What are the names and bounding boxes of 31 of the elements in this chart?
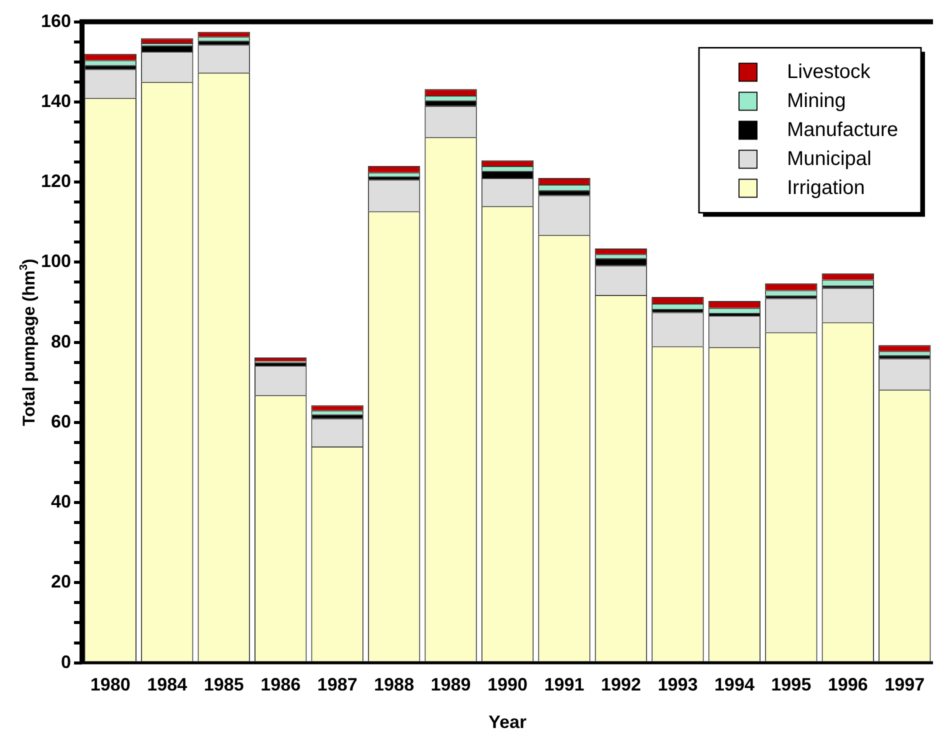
- y-axis-title: Total pumpage (hm3): [18, 258, 39, 426]
- y-tick-label: 160: [40, 10, 72, 31]
- x-tick-label: 1992: [600, 674, 641, 695]
- x-axis-title: Year: [488, 712, 527, 732]
- y-tick-label: 80: [51, 331, 72, 352]
- legend-label: Municipal: [787, 148, 872, 170]
- legend-label: Irrigation: [787, 176, 865, 199]
- x-tick-label: 1986: [260, 674, 301, 695]
- x-tick-label: 1994: [714, 674, 754, 695]
- x-tick-label: 1984: [147, 674, 188, 695]
- y-tick-label: 40: [51, 492, 72, 512]
- x-tick-label: 1980: [90, 674, 130, 695]
- y-tick-label: 120: [40, 171, 72, 192]
- y-tick-label: 60: [51, 411, 72, 432]
- legend-label: Manufacture: [787, 118, 898, 141]
- x-tick-label: 1997: [884, 674, 925, 695]
- x-tick-label: 1987: [317, 674, 358, 695]
- x-tick-label: 1988: [374, 674, 414, 695]
- legend-label: Livestock: [787, 60, 872, 83]
- y-tick-label: 140: [40, 90, 72, 111]
- y-tick-label: 20: [51, 572, 72, 592]
- y-tick-label: 100: [40, 251, 72, 272]
- y-tick-label: 0: [61, 652, 72, 672]
- x-tick-label: 1990: [487, 674, 528, 695]
- x-tick-label: 1996: [828, 674, 868, 695]
- x-tick-label: 1993: [658, 674, 698, 695]
- x-tick-label: 1985: [204, 674, 244, 695]
- legend-label: Mining: [787, 90, 846, 112]
- x-tick-label: 1991: [544, 674, 584, 695]
- x-tick-label: 1995: [771, 674, 812, 695]
- x-tick-label: 1989: [430, 674, 471, 695]
